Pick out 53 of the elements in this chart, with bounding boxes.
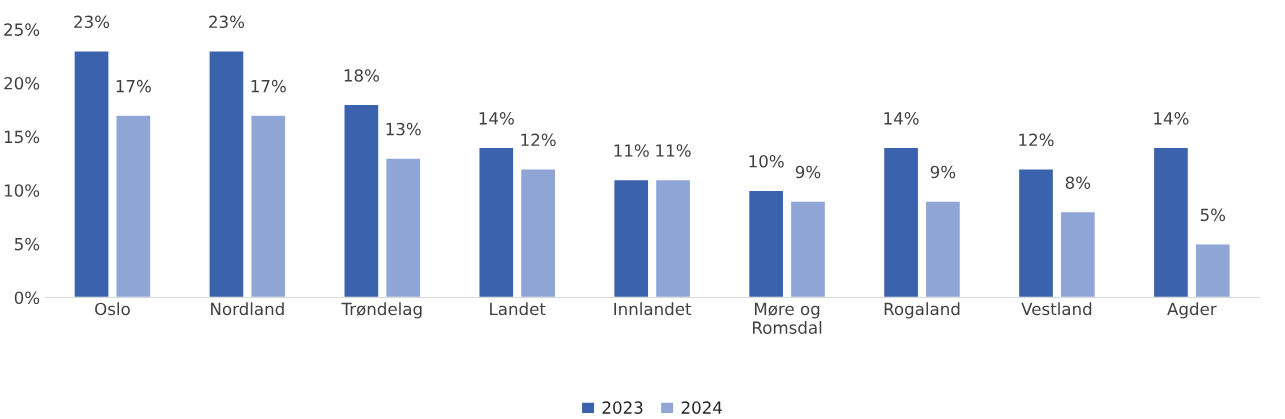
bar — [1152, 146, 1190, 298]
data-label: 12% — [521, 133, 556, 147]
data-label: 10% — [749, 154, 784, 168]
data-label: 9% — [930, 165, 956, 179]
x-tick-label: Vestland — [1021, 302, 1092, 316]
data-label: 23% — [74, 15, 110, 29]
bar — [882, 146, 920, 298]
x-tick-label: Oslo — [95, 302, 130, 316]
bar — [73, 50, 110, 298]
bar — [747, 189, 785, 298]
data-label: 12% — [1019, 133, 1054, 147]
bar — [384, 157, 422, 298]
legend-label: 2023 — [602, 401, 643, 414]
data-label: 18% — [344, 69, 379, 82]
x-tick-label: Agder — [1167, 302, 1217, 319]
bar — [478, 146, 515, 298]
y-tick-label: 10% — [4, 184, 40, 197]
data-label: 23% — [209, 15, 245, 29]
bar — [1059, 210, 1097, 298]
data-label: 11% — [656, 144, 691, 157]
x-tick-label: Innlandet — [614, 302, 692, 316]
bar — [789, 200, 827, 298]
y-tick-label: 15% — [4, 130, 40, 144]
bar — [250, 114, 287, 298]
data-label: 14% — [884, 112, 919, 125]
data-label: 17% — [116, 79, 151, 93]
y-tick-label: 0% — [14, 291, 40, 305]
bar — [208, 50, 245, 298]
x-tick-label: Landet — [490, 302, 546, 316]
data-label: 8% — [1065, 176, 1091, 190]
data-label: 13% — [386, 122, 421, 136]
bar — [519, 168, 557, 298]
x-tick-label: Rogaland — [884, 302, 960, 319]
data-label: 14% — [479, 112, 514, 125]
y-tick-label: 25% — [4, 23, 40, 36]
y-tick-label: 20% — [4, 76, 40, 90]
bar — [1017, 168, 1055, 298]
data-label: 5% — [1200, 208, 1226, 222]
legend-label: 2024 — [681, 401, 722, 414]
x-tick-label: Trøndelag — [341, 302, 422, 319]
bar — [612, 178, 650, 298]
data-label: 14% — [1154, 112, 1189, 125]
bar — [115, 114, 152, 298]
bar — [924, 200, 962, 298]
bar — [1194, 243, 1231, 298]
bar — [654, 178, 692, 298]
y-tick-label: 5% — [14, 237, 40, 251]
data-label: 9% — [795, 165, 821, 179]
data-label: 17% — [251, 79, 286, 93]
bar — [343, 103, 380, 298]
x-tick-label: Møre og Romsdal — [753, 302, 822, 334]
x-tick-label: Nordland — [211, 302, 284, 316]
data-label: 11% — [614, 144, 649, 157]
